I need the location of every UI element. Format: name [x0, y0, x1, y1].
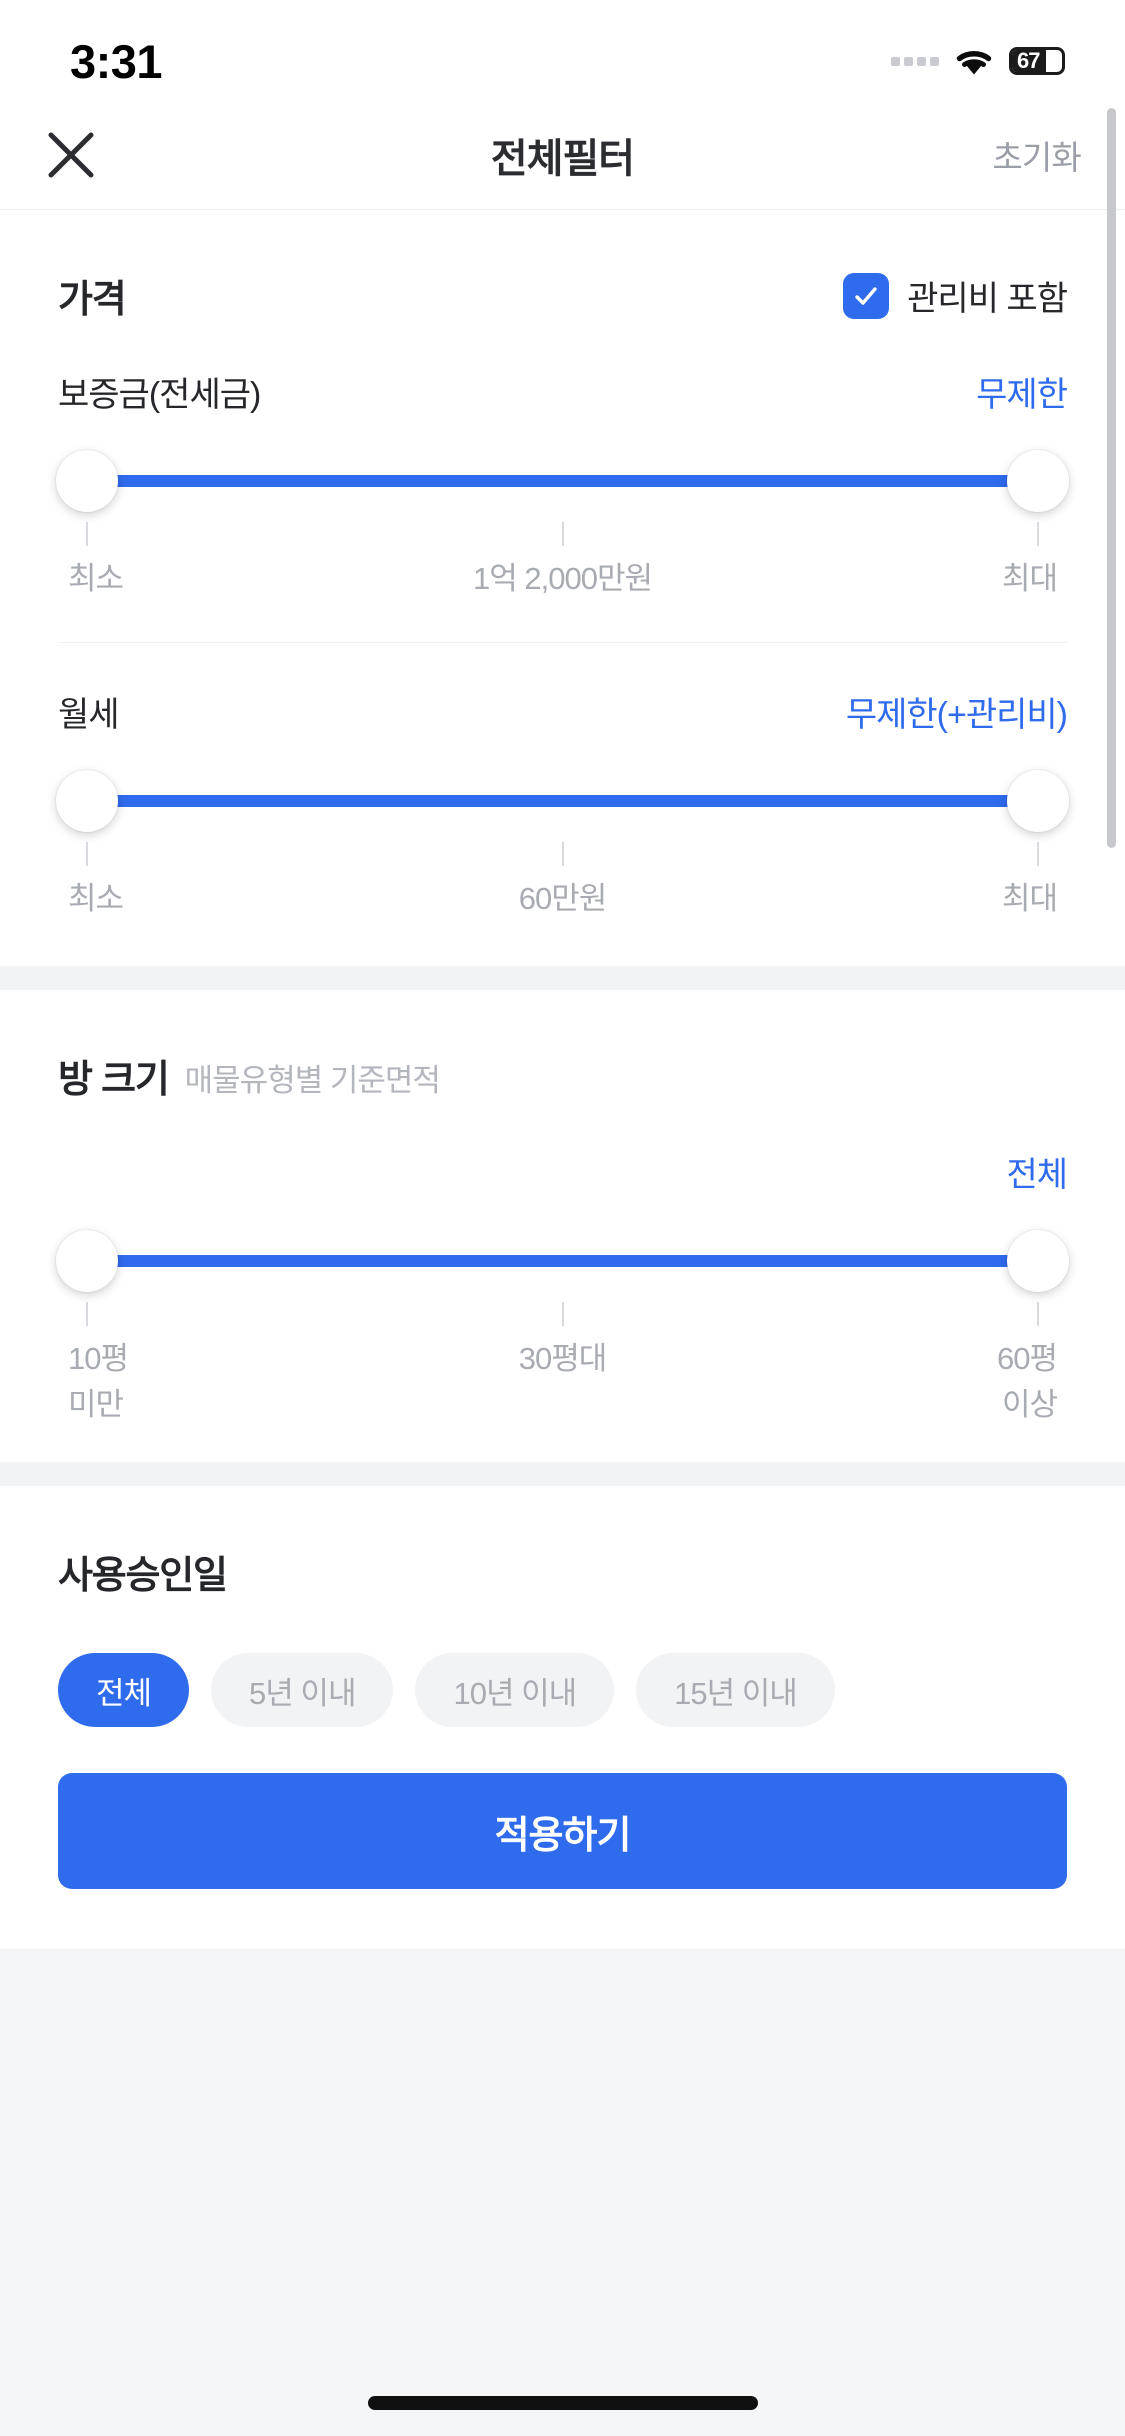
reset-button[interactable]: 초기화 — [992, 138, 1081, 176]
signal-dots-icon — [891, 56, 939, 66]
close-button[interactable] — [28, 112, 114, 198]
wifi-icon — [953, 45, 995, 77]
status-time: 3:31 — [70, 34, 163, 88]
room-size-slider-knob-max[interactable] — [1007, 1230, 1069, 1292]
room-size-range-slider[interactable] — [56, 1222, 1069, 1300]
check-icon — [855, 286, 877, 305]
chip-within-5-years[interactable]: 5년 이내 — [211, 1653, 394, 1727]
deposit-slider-block: 보증금(전세금) 무제한 최소 1억 2,000만원 — [56, 323, 1069, 604]
room-size-max-sub-label: 이상 — [1001, 1387, 1058, 1422]
room-size-min-sub-label: 미만 — [68, 1387, 124, 1422]
price-section: 가격 관리비 포함 보증금(전세금) 무제한 — [0, 210, 1125, 966]
deposit-range-slider[interactable] — [56, 442, 1069, 520]
monthly-slider-block: 월세 무제한(+관리비) 최소 60만원 — [56, 643, 1069, 924]
chip-within-15-years[interactable]: 15년 이내 — [636, 1653, 835, 1727]
room-size-max-label: 60평 — [996, 1341, 1058, 1376]
monthly-mid-label: 60만원 — [518, 881, 608, 916]
monthly-slider-header: 월세 무제한(+관리비) — [58, 687, 1068, 736]
deposit-label: 보증금(전세금) — [58, 376, 261, 414]
room-size-slider-ticks — [58, 1300, 1067, 1330]
deposit-slider-knob-max[interactable] — [1007, 450, 1069, 512]
monthly-slider-knob-max[interactable] — [1007, 770, 1069, 832]
scroll-body[interactable]: 가격 관리비 포함 보증금(전세금) 무제한 — [0, 210, 1125, 2436]
price-section-header: 가격 관리비 포함 — [58, 210, 1068, 323]
chip-within-10-years[interactable]: 10년 이내 — [415, 1653, 615, 1727]
room-size-mid-label: 30평대 — [518, 1341, 608, 1376]
checkbox-box[interactable] — [843, 272, 890, 319]
approval-date-section: 사용승인일 전체 5년 이내 10년 이내 15년 이내 적용하기 — [0, 1486, 1125, 1949]
deposit-value: 무제한 — [976, 376, 1068, 414]
deposit-slider-header: 보증금(전세금) 무제한 — [58, 367, 1068, 416]
apply-button[interactable]: 적용하기 — [58, 1773, 1067, 1889]
room-size-slider-header: 전체 — [58, 1147, 1068, 1196]
chip-all[interactable]: 전체 — [58, 1653, 190, 1727]
deposit-slider-ticks — [58, 520, 1067, 550]
status-icons: 67 — [891, 45, 1065, 77]
monthly-range-slider[interactable] — [56, 762, 1069, 840]
room-size-subtitle: 매물유형별 기준면적 — [184, 1063, 441, 1098]
page-title: 전체필터 — [490, 136, 635, 181]
battery-icon: 67 — [1009, 47, 1065, 75]
deposit-slider-knob-min[interactable] — [56, 450, 118, 512]
battery-percent: 67 — [1017, 48, 1041, 73]
approval-date-title: 사용승인일 — [58, 1555, 228, 1597]
room-size-min-label: 10평 — [68, 1341, 129, 1376]
monthly-max-label: 최대 — [1001, 881, 1058, 916]
slider-fill — [86, 795, 1039, 807]
monthly-slider-labels: 최소 60만원 최대 — [58, 876, 1067, 924]
include-maintenance-checkbox[interactable]: 관리비 포함 — [843, 271, 1068, 320]
monthly-label: 월세 — [58, 696, 120, 734]
slider-fill — [86, 475, 1039, 487]
monthly-min-label: 최소 — [68, 881, 124, 916]
deposit-mid-label: 1억 2,000만원 — [473, 561, 653, 596]
room-size-slider-knob-min[interactable] — [56, 1230, 118, 1292]
status-bar: 3:31 67 — [0, 0, 1125, 100]
room-size-section-header: 방 크기 매물유형별 기준면적 — [58, 990, 1067, 1103]
monthly-slider-knob-min[interactable] — [56, 770, 118, 832]
vertical-scrollbar[interactable] — [1107, 108, 1116, 848]
deposit-min-label: 최소 — [68, 561, 124, 596]
approval-date-chip-group: 전체 5년 이내 10년 이내 15년 이내 — [58, 1599, 1067, 1727]
section-gap — [0, 966, 1125, 990]
home-indicator — [367, 2396, 758, 2410]
room-size-slider-labels: 10평 미만 30평대 60평 이상 — [58, 1336, 1067, 1432]
monthly-value: 무제한(+관리비) — [845, 696, 1068, 734]
price-section-title: 가격 — [58, 279, 127, 321]
slider-fill — [86, 1255, 1039, 1267]
deposit-max-label: 최대 — [1001, 561, 1058, 596]
deposit-slider-labels: 최소 1억 2,000만원 최대 — [58, 556, 1067, 604]
app-header: 전체필터 초기화 — [0, 100, 1125, 210]
room-size-title: 방 크기 — [58, 1059, 170, 1101]
price-divider — [58, 642, 1067, 643]
section-gap — [0, 1462, 1125, 1486]
apply-button-container: 적용하기 — [0, 1727, 1125, 1889]
monthly-slider-ticks — [58, 840, 1067, 870]
room-size-value: 전체 — [1006, 1156, 1068, 1194]
checkbox-label: 관리비 포함 — [907, 280, 1068, 318]
room-size-section: 방 크기 매물유형별 기준면적 전체 — [0, 990, 1125, 1462]
approval-section-header: 사용승인일 — [58, 1486, 1067, 1599]
close-icon — [48, 132, 94, 177]
room-size-slider-block: 전체 10평 미만 30평대 60평 — [56, 1103, 1069, 1432]
